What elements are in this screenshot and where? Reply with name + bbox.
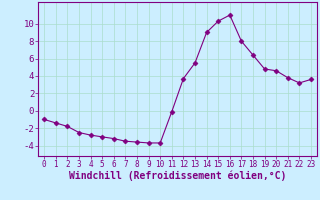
X-axis label: Windchill (Refroidissement éolien,°C): Windchill (Refroidissement éolien,°C) xyxy=(69,171,286,181)
